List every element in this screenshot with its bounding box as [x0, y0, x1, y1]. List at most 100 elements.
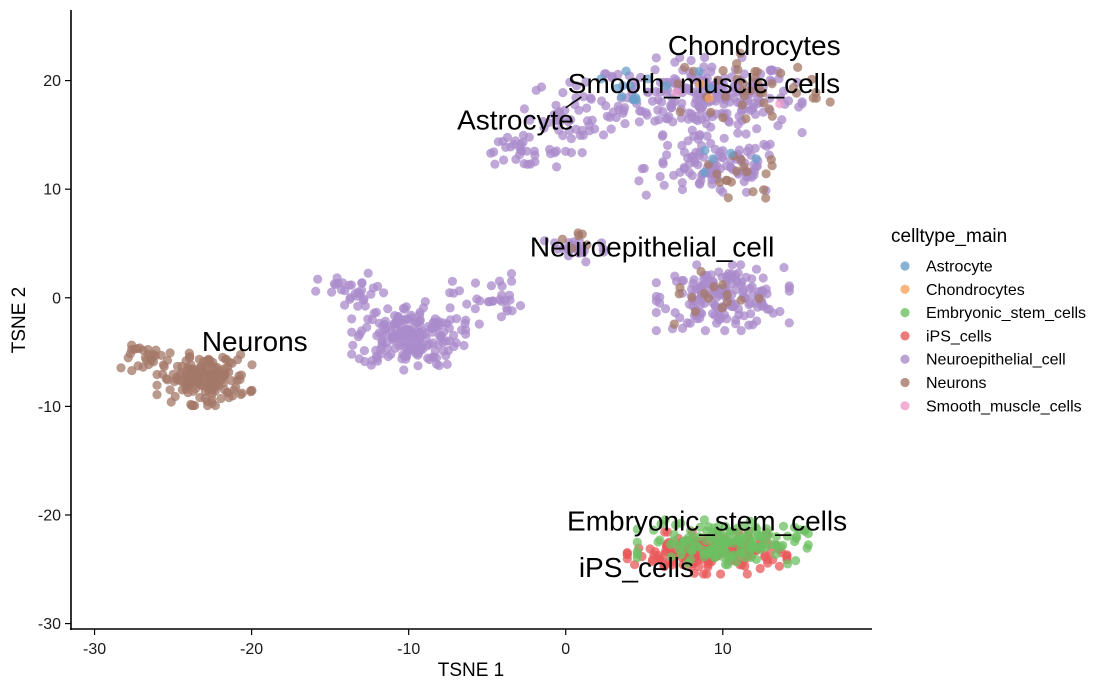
- point-neuroepithelial-cell: [662, 89, 672, 99]
- point-neurons: [127, 366, 137, 376]
- point-neurons: [807, 74, 817, 84]
- point-embryonic-stem-cells: [666, 552, 676, 562]
- x-tick-label: -10: [397, 641, 420, 658]
- point-neuroepithelial-cell: [634, 117, 645, 127]
- y-tick-label: 0: [52, 290, 61, 307]
- point-astrocyte: [617, 91, 627, 102]
- point-embryonic-stem-cells: [699, 515, 710, 525]
- point-neuroepithelial-cell: [398, 303, 408, 313]
- point-astrocyte: [699, 167, 709, 177]
- point-neuroepithelial-cell: [449, 341, 459, 352]
- point-neuroepithelial-cell: [359, 346, 369, 356]
- point-ips-cells: [774, 561, 785, 571]
- point-neuroepithelial-cell: [670, 271, 680, 281]
- point-neuroepithelial-cell: [470, 304, 480, 314]
- point-neuroepithelial-cell: [677, 184, 688, 195]
- point-neuroepithelial-cell: [359, 294, 369, 304]
- point-neuroepithelial-cell: [784, 318, 794, 328]
- y-tick-label: -30: [38, 616, 61, 633]
- legend-label-smooth-muscle-cells: Smooth_muscle_cells: [926, 398, 1082, 415]
- legend-label-neuroepithelial-cell: Neuroepithelial_cell: [926, 352, 1066, 369]
- point-neuroepithelial-cell: [516, 145, 526, 156]
- point-neuroepithelial-cell: [710, 144, 720, 154]
- point-neuroepithelial-cell: [686, 109, 697, 119]
- point-embryonic-stem-cells: [695, 522, 705, 532]
- cluster-labels: Chondrocytes Smooth_muscle_cells Astrocyte…: [202, 30, 847, 583]
- point-neuroepithelial-cell: [749, 167, 759, 177]
- point-ips-cells: [755, 563, 765, 574]
- point-neuroepithelial-cell: [447, 276, 457, 286]
- points-layer: [116, 48, 835, 579]
- point-neuroepithelial-cell: [475, 296, 485, 306]
- point-neurons: [742, 167, 752, 177]
- point-neuroepithelial-cell: [675, 167, 685, 177]
- point-neuroepithelial-cell: [611, 112, 621, 123]
- point-neuroepithelial-cell: [551, 100, 561, 110]
- point-embryonic-stem-cells: [723, 559, 733, 570]
- cluster-label-smooth-muscle-cells: Smooth_muscle_cells: [568, 68, 840, 99]
- point-neuroepithelial-cell: [651, 326, 661, 336]
- point-neuroepithelial-cell: [519, 104, 530, 114]
- point-ips-cells: [689, 568, 700, 578]
- y-axis-ticks: -30 -20 -10 0 10 20: [38, 73, 71, 633]
- point-neuroepithelial-cell: [729, 82, 740, 92]
- point-neuroepithelial-cell: [738, 288, 748, 298]
- point-neuroepithelial-cell: [474, 319, 484, 329]
- point-neurons: [767, 111, 777, 121]
- point-neuroepithelial-cell: [566, 148, 577, 158]
- point-neuroepithelial-cell: [718, 146, 728, 156]
- point-neuroepithelial-cell: [661, 304, 671, 314]
- point-neuroepithelial-cell: [700, 52, 710, 63]
- point-neuroepithelial-cell: [752, 124, 762, 134]
- point-neuroepithelial-cell: [401, 354, 411, 364]
- point-neuroepithelial-cell: [391, 331, 401, 341]
- point-embryonic-stem-cells: [709, 527, 719, 537]
- point-astrocyte: [643, 74, 653, 84]
- point-neurons: [216, 393, 226, 404]
- point-neurons: [144, 349, 154, 359]
- point-neuroepithelial-cell: [711, 88, 721, 98]
- point-neuroepithelial-cell: [357, 278, 367, 288]
- point-embryonic-stem-cells: [753, 530, 763, 540]
- point-neuroepithelial-cell: [695, 131, 705, 141]
- point-neurons: [680, 62, 690, 72]
- point-neuroepithelial-cell: [581, 257, 591, 267]
- point-embryonic-stem-cells: [679, 536, 689, 546]
- point-neuroepithelial-cell: [733, 268, 743, 278]
- point-neuroepithelial-cell: [797, 97, 807, 107]
- point-neurons: [188, 400, 198, 411]
- point-neuroepithelial-cell: [379, 288, 389, 298]
- point-neuroepithelial-cell: [461, 315, 471, 325]
- point-neuroepithelial-cell: [708, 309, 718, 319]
- point-embryonic-stem-cells: [694, 532, 704, 542]
- point-neuroepithelial-cell: [744, 320, 754, 330]
- point-ips-cells: [630, 560, 640, 570]
- point-embryonic-stem-cells: [791, 556, 801, 566]
- point-chondrocytes: [704, 93, 714, 103]
- point-neuroepithelial-cell: [700, 326, 711, 336]
- y-tick-label: 20: [43, 73, 61, 90]
- point-ips-cells: [647, 556, 658, 567]
- point-neuroepithelial-cell: [677, 98, 687, 108]
- point-neuroepithelial-cell: [539, 236, 550, 246]
- point-neuroepithelial-cell: [733, 128, 743, 138]
- axes: [70, 10, 872, 630]
- point-embryonic-stem-cells: [719, 552, 729, 562]
- point-neuroepithelial-cell: [331, 280, 341, 290]
- point-neuroepithelial-cell: [741, 129, 751, 139]
- point-neuroepithelial-cell: [654, 115, 664, 125]
- point-neuroepithelial-cell: [430, 346, 440, 356]
- point-neuroepithelial-cell: [348, 340, 358, 350]
- point-neurons: [227, 376, 237, 386]
- point-neurons: [673, 79, 683, 89]
- point-neuroepithelial-cell: [619, 106, 629, 116]
- point-neuroepithelial-cell: [762, 141, 772, 151]
- point-neurons: [709, 282, 719, 292]
- point-neuroepithelial-cell: [734, 310, 744, 320]
- point-neuroepithelial-cell: [564, 126, 575, 136]
- point-neurons: [717, 303, 727, 313]
- point-neurons: [232, 355, 243, 365]
- point-neuroepithelial-cell: [554, 125, 564, 135]
- point-neuroepithelial-cell: [659, 180, 669, 190]
- point-neurons: [200, 369, 210, 379]
